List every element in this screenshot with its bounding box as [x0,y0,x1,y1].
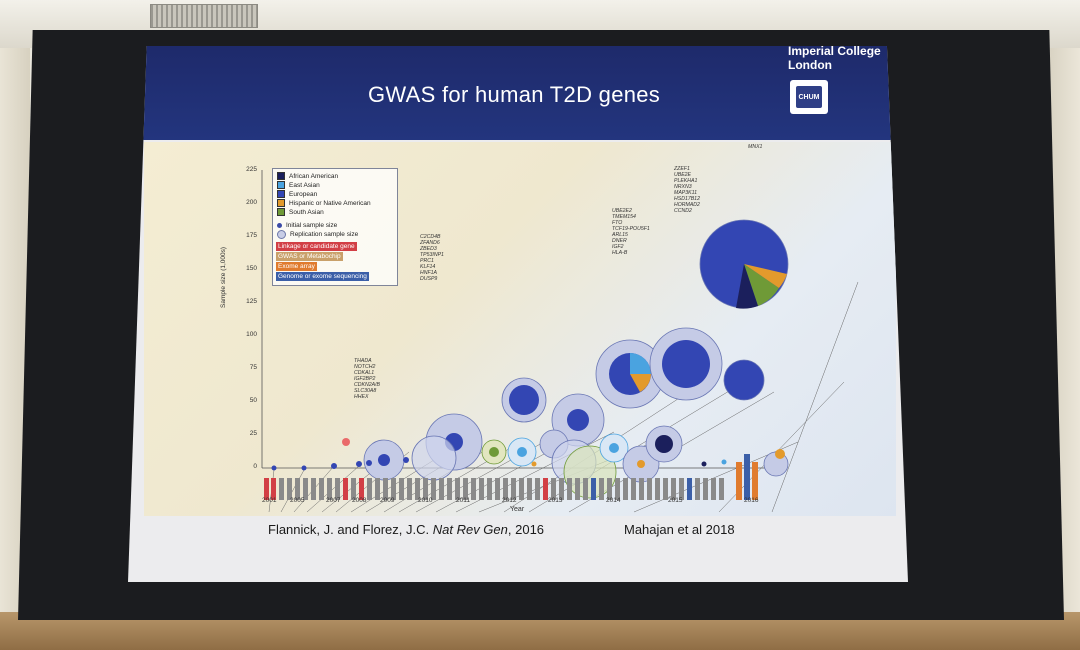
y-tick-0: 0 [253,463,257,470]
legend-label: East Asian [289,181,320,189]
figure-graphics [261,170,859,513]
legend-label: African American [289,172,339,180]
legend-item: Replication sample size [277,229,359,239]
year-2010: 2010 [418,497,433,504]
legend-type-box: Genome or exome sequencing [276,272,369,281]
gene-label-cluster: MNX1 [748,144,763,150]
year-2005: 2005 [290,497,305,504]
year-2015: 2015 [668,497,683,504]
citation-journal: Nat Rev Gen [432,522,508,537]
gene-label-cluster: C2CD4B ZFAND6 ZBED3 TP53INP1 PRC1 KLF14 … [420,234,444,282]
y-tick-75: 75 [249,364,257,371]
citation-right: Mahajan et al 2018 [624,522,735,537]
x-axis-label: Year [510,506,525,513]
year-2001: 2001 [262,497,277,504]
year-2013: 2013 [548,497,563,504]
legend-label: Initial sample size [286,221,338,229]
legend-label: South Asian [289,208,324,216]
legend-item: Initial sample size [277,221,337,229]
legend-type-box: Linkage or candidate gene [276,242,357,251]
initial-dot-icon [277,222,282,228]
citation-year: , 2016 [507,522,545,537]
legend-item: Hispanic or Native American [277,199,371,207]
gene-label-cluster: ZZEF1 UBE2E PLEKHA1 NRXN3 MAP3K11 HSD17B… [674,166,700,214]
citation-left: Flannick, J. and Florez, J.C. Nat Rev Ge… [268,522,544,537]
y-tick-200: 200 [246,199,257,206]
legend-label: Replication sample size [290,230,359,238]
y-tick-50: 50 [249,397,257,404]
figure-legend: African American East Asian European His… [272,168,398,286]
gene-label-cluster: UBE2E2 TMEM154 FTO TCF19-POU5F1 ARL15 DN… [612,208,650,256]
slide-title: GWAS for human T2D genes [368,82,661,107]
y-tick-225: 225 [246,166,257,173]
y-tick-125: 125 [246,298,257,305]
replication-dot-icon [277,229,286,239]
year-2009: 2009 [380,497,395,504]
slide-header: GWAS for human T2D genes Imperial Colleg… [128,46,908,140]
legend-swatch [277,190,285,198]
gwas-bubble-figure: 225 200 175 150 125 100 75 50 25 0 Sampl… [144,142,896,516]
legend-item: South Asian [277,208,324,216]
legend-swatch [277,199,285,207]
legend-type-box: GWAS or Metabochip [276,252,343,261]
legend-item: East Asian [277,181,320,189]
legend-swatch [277,172,285,180]
y-tick-175: 175 [246,232,257,239]
legend-label: Hispanic or Native American [289,199,371,207]
imperial-college-logo: Imperial College London [788,46,881,72]
year-2014: 2014 [606,497,621,504]
year-2008: 2008 [352,497,367,504]
year-2011: 2011 [456,497,470,504]
year-2016: 2016 [744,497,759,504]
y-tick-100: 100 [246,331,257,338]
chum-badge-label: CHUM [796,86,822,108]
chum-badge-icon: CHUM [790,80,828,114]
ceiling-vent [150,4,258,28]
legend-swatch [277,181,285,189]
citation-authors: Flannick, J. and Florez, J.C. [268,522,433,537]
legend-item: European [277,190,317,198]
pmid-tags [264,454,758,500]
legend-type-box: Exome array [276,262,317,271]
year-2007: 2007 [326,497,341,504]
legend-label: European [289,190,318,198]
y-tick-25: 25 [249,430,257,437]
slide: GWAS for human T2D genes Imperial Colleg… [128,46,908,582]
sample-size-bubbles [271,219,789,499]
y-tick-150: 150 [246,265,257,272]
year-2012: 2012 [502,497,517,504]
gene-label-cluster: THADA NOTCH2 CDKAL1 IGF2BP2 CDKN2A/B SLC… [354,358,380,400]
logo-line-1: Imperial College [788,46,881,58]
y-axis-label: Sample size (1,000s) [220,246,227,308]
legend-item: African American [277,172,338,180]
logo-line-2: London [788,58,832,72]
legend-swatch [277,208,285,216]
